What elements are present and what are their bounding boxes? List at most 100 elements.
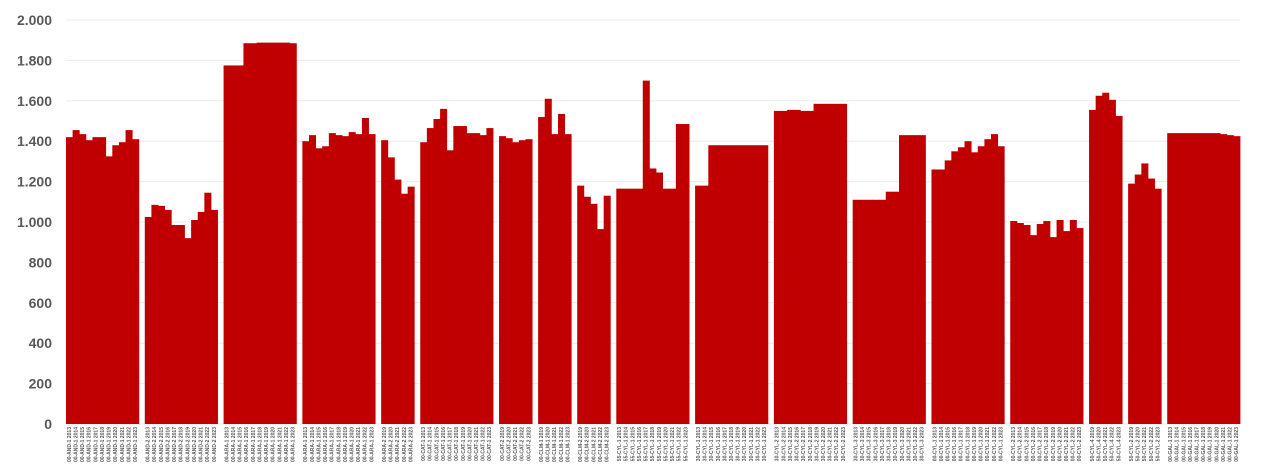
x-tick-label: 00-CAT-1 2022 (481, 427, 487, 461)
bar (859, 199, 867, 424)
bar (852, 199, 860, 424)
bar (538, 116, 546, 425)
bar (184, 238, 192, 424)
x-tick-label: 50-CYL-4 2022 (1110, 427, 1116, 461)
x-tick-label: 00-AND-1 2020 (113, 427, 119, 462)
x-tick-label: 50-CYL-2 2020 (1136, 427, 1142, 461)
x-tick-label: 00-CAT-1 2018 (454, 427, 460, 461)
x-tick-label: 00-CYL-2 2018 (1044, 427, 1050, 461)
bar (544, 98, 552, 424)
x-tick-label: 00-CYL-2 2017 (1038, 427, 1044, 461)
bar (787, 109, 795, 424)
x-tick-label: 00-AND-2 2013 (146, 427, 152, 462)
x-tick-label: 00-CYL-1 2014 (939, 427, 945, 461)
bar (99, 137, 107, 424)
x-tick-label: 00-ARA-2 2023 (408, 427, 414, 462)
x-tick-label: 30-CYL-2 2018 (808, 427, 814, 461)
bar (721, 145, 729, 425)
x-tick-label: 50-CYL-2 2019 (1129, 427, 1135, 461)
x-tick-label: 30-CYL-3 2018 (887, 427, 893, 461)
x-tick-label: 00-ARA-1 2022 (363, 427, 369, 462)
bar (1108, 99, 1116, 424)
x-tick-label: 00-ARA-1 2015 (238, 427, 244, 462)
x-tick-label: 55-CYL-1 2014 (624, 427, 630, 461)
x-tick-label: 30-CYL-1 2020 (742, 427, 748, 461)
x-tick-label: 00-CAT-1 2019 (461, 427, 467, 461)
x-tick-label: 00-GAL-1 2017 (1194, 427, 1200, 462)
bar (669, 188, 677, 424)
x-tick-label: 30-CYL-3 2014 (860, 427, 866, 461)
bar (210, 209, 218, 424)
x-tick-label: 00-AND-1 2023 (133, 427, 139, 462)
bar (1056, 219, 1064, 424)
bar (1134, 174, 1142, 424)
x-tick-label: 30-CYL-1 2016 (716, 427, 722, 461)
bar (991, 134, 999, 424)
x-tick-label: 00-ARA-1 2020 (350, 427, 356, 462)
x-tick-label: 00-ARA-2 2019 (382, 427, 388, 462)
bar (813, 103, 821, 424)
bar (420, 142, 428, 424)
bar (197, 211, 205, 424)
x-tick-label: 30-CYL-3 2023 (920, 427, 926, 461)
bar (144, 216, 152, 424)
x-tick-label: 30-CYL-3 2022 (913, 427, 919, 461)
x-tick-label: 30-CYL-2 2017 (801, 427, 807, 461)
x-tick-label: 55-CYL-1 2023 (683, 427, 689, 461)
bar (997, 146, 1005, 424)
bar (931, 169, 939, 424)
bar (151, 204, 159, 424)
bar (603, 195, 611, 424)
x-tick-label: 30-CYL-3 2019 (893, 427, 899, 461)
x-tick-label: 00-CLM-2 2022 (598, 427, 604, 462)
bar (118, 142, 126, 424)
x-tick-label: 00-GAL-1 2019 (1208, 427, 1214, 462)
x-tick-label: 30-CYL-2 2023 (841, 427, 847, 461)
x-tick-label: 00-ARA-1 2015 (316, 427, 322, 462)
x-tick-label: 00-CAT-2 2023 (526, 427, 532, 461)
x-tick-label: 00-CYL-1 2020 (979, 427, 985, 461)
bar (984, 139, 992, 424)
bar (243, 43, 251, 424)
bar (112, 145, 120, 425)
x-tick-label: 30-CYL-1 2019 (736, 427, 742, 461)
x-tick-label: 00-CYL-2 2022 (1071, 427, 1077, 461)
x-tick-label: 00-AND-2 2014 (152, 427, 158, 462)
bar (800, 110, 808, 425)
bar (426, 128, 434, 424)
bar (85, 140, 93, 424)
x-tick-label: 00-AND-2 2020 (192, 427, 198, 462)
bar (1173, 133, 1181, 424)
bar (977, 146, 985, 424)
bar (622, 188, 630, 424)
y-tick-label: 1.000 (17, 214, 52, 230)
bar (105, 156, 113, 424)
bar (590, 203, 598, 424)
bar (1213, 133, 1221, 424)
bar (315, 148, 323, 424)
bar (453, 126, 461, 425)
x-axis-labels: 00-AND-1 2013 00-AND-1 2014 00-AND-1 2015 0… (67, 427, 1240, 462)
x-tick-label: 55-CYL-1 2019 (657, 427, 663, 461)
x-tick-label: 00-CLM-1 2019 (539, 427, 545, 462)
bar (236, 65, 244, 424)
bar (780, 110, 788, 425)
x-tick-label: 00-AND-2 2015 (159, 427, 165, 462)
x-tick-label: 00-CAT-2 2022 (520, 427, 526, 461)
x-tick-label: 50-CYL-2 2021 (1142, 427, 1148, 461)
x-tick-label: 30-CYL-2 2014 (781, 427, 787, 461)
x-tick-label: 30-CYL-3 2013 (853, 427, 859, 461)
x-tick-label: 00-CYL-1 2016 (952, 427, 958, 461)
x-tick-label: 30-CYL-3 2016 (873, 427, 879, 461)
x-tick-label: 00-CAT-1 2020 (467, 427, 473, 461)
bar (1147, 178, 1155, 424)
y-tick-label: 400 (29, 335, 53, 351)
x-tick-label: 00-AND-1 2017 (93, 427, 99, 462)
bar (1063, 231, 1071, 424)
x-tick-label: 00-CLM-1 2023 (565, 427, 571, 462)
bar (1200, 133, 1208, 424)
bar (872, 199, 880, 424)
bar (92, 137, 100, 424)
bar (879, 199, 887, 424)
